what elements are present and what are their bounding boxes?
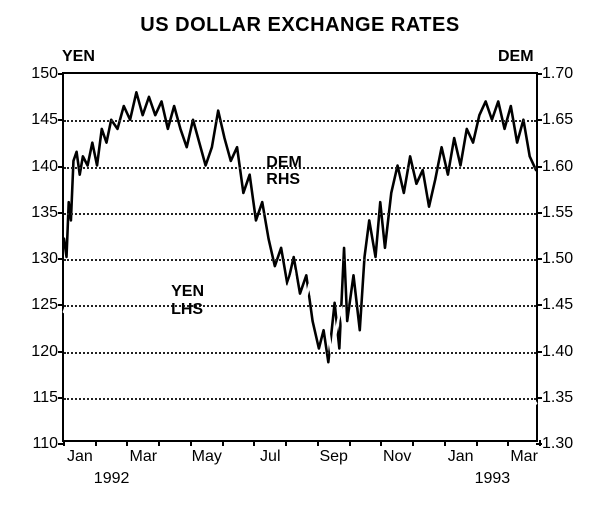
series-label: DEMRHS — [266, 154, 302, 189]
gridline — [64, 305, 536, 307]
x-tick-month: Jan — [67, 440, 93, 466]
y-tick-left: 145 — [8, 111, 64, 129]
gridline — [64, 213, 536, 215]
gridline — [64, 352, 536, 354]
y-tick-right: 1.55 — [536, 204, 592, 222]
x-tick-month: Jan — [448, 440, 474, 466]
x-tick-month: Mar — [510, 440, 538, 466]
y-tick-right: 1.50 — [536, 250, 592, 268]
y-tick-left: 135 — [8, 204, 64, 222]
gridline — [64, 398, 536, 400]
y-tick-right: 1.60 — [536, 158, 592, 176]
gridline — [64, 120, 536, 122]
y-tick-left: 140 — [8, 158, 64, 176]
y-axis-right-label: DEM — [498, 48, 534, 66]
y-axis-left-label: YEN — [62, 48, 95, 66]
x-tick-month: Mar — [130, 440, 158, 466]
y-tick-left: 130 — [8, 250, 64, 268]
gridline — [64, 259, 536, 261]
y-tick-right: 1.45 — [536, 296, 592, 314]
exchange-rate-chart: US DOLLAR EXCHANGE RATES YEN DEM 1101.30… — [0, 0, 600, 507]
y-tick-right: 1.35 — [536, 389, 592, 407]
series-label: YENLHS — [171, 283, 204, 318]
plot-area: 1101.301151.351201.401251.451301.501351.… — [62, 72, 538, 442]
x-tick-month: May — [192, 440, 222, 466]
chart-lines — [64, 74, 536, 440]
y-tick-left: 125 — [8, 296, 64, 314]
chart-title: US DOLLAR EXCHANGE RATES — [0, 14, 600, 37]
x-year-label: 1993 — [475, 470, 511, 488]
y-tick-right: 1.40 — [536, 343, 592, 361]
x-tick-month: Sep — [319, 440, 347, 466]
x-year-label: 1992 — [94, 470, 130, 488]
x-tick-month: Jul — [260, 440, 280, 466]
y-tick-left: 115 — [8, 389, 64, 407]
y-tick-right: 1.65 — [536, 111, 592, 129]
y-tick-left: 110 — [8, 435, 64, 453]
series-yen — [64, 216, 536, 404]
y-tick-right: 1.30 — [536, 435, 592, 453]
y-tick-left: 150 — [8, 65, 64, 83]
y-tick-left: 120 — [8, 343, 64, 361]
y-tick-right: 1.70 — [536, 65, 592, 83]
x-tick-month: Nov — [383, 440, 411, 466]
